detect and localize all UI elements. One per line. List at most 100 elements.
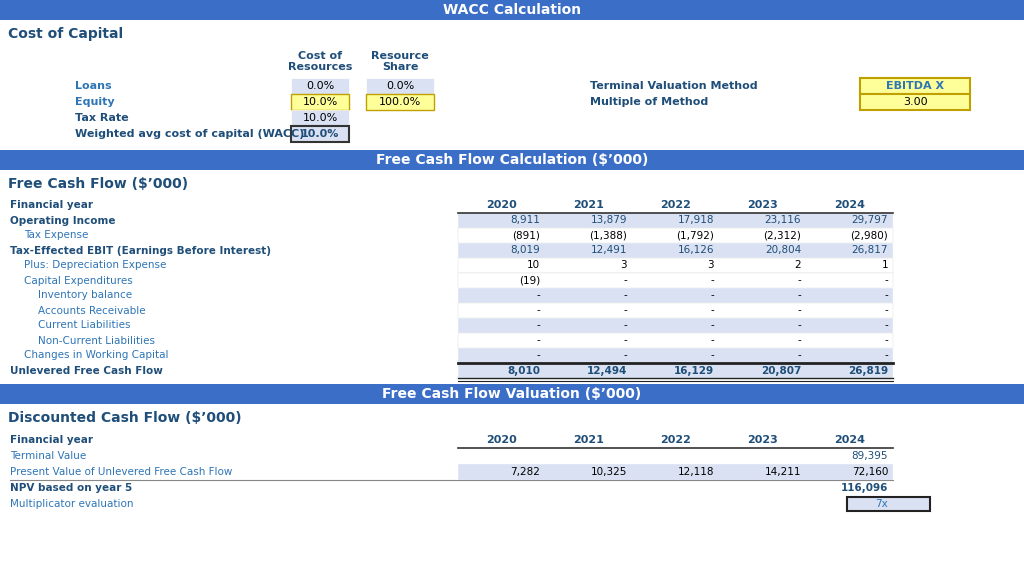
- Text: -: -: [885, 335, 888, 346]
- Text: 8,911: 8,911: [510, 215, 540, 226]
- Text: -: -: [711, 290, 714, 301]
- Text: 2021: 2021: [573, 435, 604, 445]
- Bar: [458, 303, 893, 318]
- Text: 2020: 2020: [486, 200, 517, 211]
- Text: (1,792): (1,792): [676, 230, 714, 241]
- Bar: [458, 318, 893, 333]
- Text: 10: 10: [527, 260, 540, 271]
- Text: Current Liabilities: Current Liabilities: [38, 320, 130, 331]
- Text: Loans: Loans: [75, 81, 112, 91]
- Text: 7x: 7x: [876, 499, 888, 509]
- Text: WACC Calculation: WACC Calculation: [443, 3, 581, 17]
- Text: 72,160: 72,160: [852, 467, 888, 477]
- Text: 100.0%: 100.0%: [379, 97, 421, 107]
- Text: 2024: 2024: [834, 200, 865, 211]
- Text: 29,797: 29,797: [852, 215, 888, 226]
- Text: -: -: [885, 305, 888, 316]
- Bar: [458, 348, 893, 363]
- Text: 10.0%: 10.0%: [302, 113, 338, 123]
- Text: 89,395: 89,395: [852, 451, 888, 461]
- Text: Capital Expenditures: Capital Expenditures: [24, 275, 133, 286]
- Text: Financial year: Financial year: [10, 200, 93, 211]
- Bar: [458, 243, 893, 258]
- Bar: [291, 110, 349, 126]
- Text: Changes in Working Capital: Changes in Working Capital: [24, 350, 169, 361]
- Text: 10.0%: 10.0%: [302, 97, 338, 107]
- Text: Equity: Equity: [75, 97, 115, 107]
- Text: Share: Share: [382, 62, 418, 72]
- Text: Terminal Valuation Method: Terminal Valuation Method: [590, 81, 758, 91]
- Text: 8,019: 8,019: [510, 245, 540, 256]
- Text: -: -: [798, 275, 801, 286]
- Text: Resource: Resource: [371, 51, 429, 61]
- Text: -: -: [537, 335, 540, 346]
- Bar: [458, 258, 893, 273]
- Text: 1: 1: [882, 260, 888, 271]
- Bar: [291, 78, 349, 94]
- Text: 23,116: 23,116: [765, 215, 801, 226]
- Text: Weighted avg cost of capital (WACC): Weighted avg cost of capital (WACC): [75, 129, 304, 139]
- Text: 7,282: 7,282: [510, 467, 540, 477]
- Text: Accounts Receivable: Accounts Receivable: [38, 305, 145, 316]
- Text: -: -: [798, 350, 801, 361]
- Text: 2024: 2024: [834, 435, 865, 445]
- Bar: [366, 94, 434, 110]
- Text: (891): (891): [512, 230, 540, 241]
- Text: -: -: [798, 290, 801, 301]
- Text: 26,817: 26,817: [852, 245, 888, 256]
- Text: 0.0%: 0.0%: [306, 81, 334, 91]
- Text: Tax Expense: Tax Expense: [24, 230, 88, 241]
- Text: -: -: [885, 320, 888, 331]
- Text: 2023: 2023: [748, 435, 778, 445]
- Bar: [458, 273, 893, 288]
- Bar: [860, 94, 970, 110]
- Text: -: -: [798, 335, 801, 346]
- Bar: [0, 0, 1024, 20]
- Text: -: -: [885, 350, 888, 361]
- Text: 2023: 2023: [748, 200, 778, 211]
- Text: -: -: [537, 350, 540, 361]
- Text: 3: 3: [621, 260, 627, 271]
- Text: Cost of Capital: Cost of Capital: [8, 27, 123, 41]
- Text: Resources: Resources: [288, 62, 352, 72]
- Text: 12,494: 12,494: [587, 365, 627, 376]
- Bar: [291, 126, 349, 142]
- Text: -: -: [885, 290, 888, 301]
- Bar: [847, 497, 930, 511]
- Text: 2021: 2021: [573, 200, 604, 211]
- Bar: [458, 464, 893, 480]
- Bar: [458, 333, 893, 348]
- Text: 17,918: 17,918: [678, 215, 714, 226]
- Text: 3: 3: [708, 260, 714, 271]
- Text: -: -: [798, 320, 801, 331]
- Text: -: -: [711, 335, 714, 346]
- Text: 2020: 2020: [486, 435, 517, 445]
- Text: -: -: [624, 275, 627, 286]
- Text: 13,879: 13,879: [591, 215, 627, 226]
- Bar: [366, 78, 434, 94]
- Text: 10,325: 10,325: [591, 467, 627, 477]
- Text: Tax-Effected EBIT (Earnings Before Interest): Tax-Effected EBIT (Earnings Before Inter…: [10, 245, 271, 256]
- Text: -: -: [624, 350, 627, 361]
- Bar: [458, 228, 893, 243]
- Text: 0.0%: 0.0%: [386, 81, 414, 91]
- Text: Cost of: Cost of: [298, 51, 342, 61]
- Text: 8,010: 8,010: [507, 365, 540, 376]
- Bar: [458, 288, 893, 303]
- Text: Free Cash Flow Valuation ($’000): Free Cash Flow Valuation ($’000): [382, 387, 642, 401]
- Text: -: -: [537, 320, 540, 331]
- Text: Multiple of Method: Multiple of Method: [590, 97, 709, 107]
- Text: -: -: [537, 305, 540, 316]
- Text: Non-Current Liabilities: Non-Current Liabilities: [38, 335, 155, 346]
- Text: 12,118: 12,118: [678, 467, 714, 477]
- Text: -: -: [711, 305, 714, 316]
- Bar: [860, 78, 970, 94]
- Bar: [0, 150, 1024, 170]
- Text: EBITDA X: EBITDA X: [886, 81, 944, 91]
- Text: Inventory balance: Inventory balance: [38, 290, 132, 301]
- Text: 3.00: 3.00: [903, 97, 928, 107]
- Text: 2022: 2022: [660, 200, 691, 211]
- Text: 16,129: 16,129: [674, 365, 714, 376]
- Text: -: -: [711, 320, 714, 331]
- Text: -: -: [624, 290, 627, 301]
